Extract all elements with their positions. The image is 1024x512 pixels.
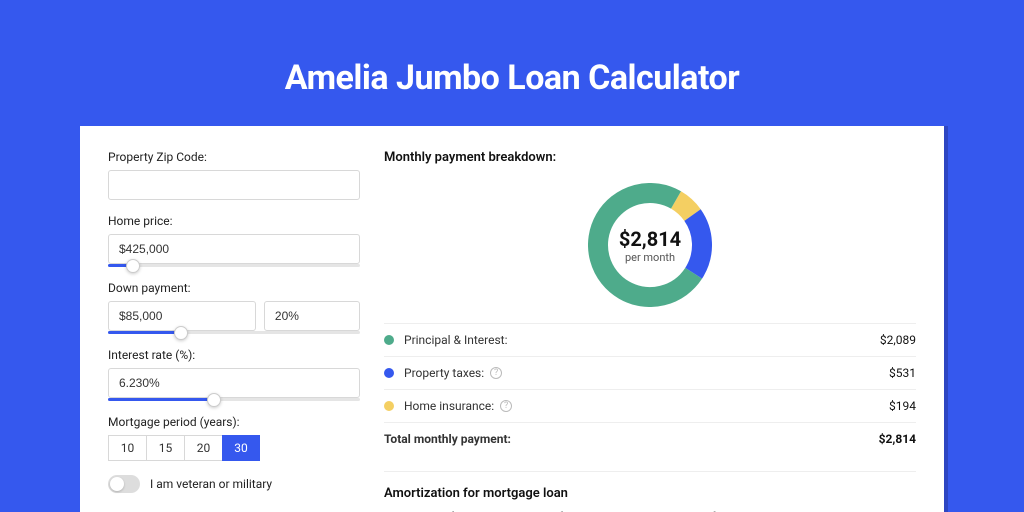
mortgage-period-option-10[interactable]: 10 <box>108 435 146 461</box>
mortgage-period-field: Mortgage period (years): 10152030 <box>108 415 360 461</box>
breakdown-label: Property taxes: <box>404 366 484 380</box>
donut-container: $2,814per month <box>384 175 916 323</box>
donut-sub: per month <box>625 251 675 264</box>
breakdown-value: $2,089 <box>880 333 916 347</box>
breakdown-column: Monthly payment breakdown: $2,814per mon… <box>384 150 916 502</box>
interest-rate-field: Interest rate (%): <box>108 348 360 401</box>
home-price-input[interactable] <box>108 234 360 264</box>
zip-label: Property Zip Code: <box>108 150 360 164</box>
mortgage-period-option-20[interactable]: 20 <box>184 435 222 461</box>
breakdown-row-principal_interest: Principal & Interest: $2,089 <box>384 323 916 356</box>
slider-thumb[interactable] <box>174 326 188 340</box>
legend-dot <box>384 401 394 411</box>
down-payment-label: Down payment: <box>108 281 360 295</box>
mortgage-period-option-15[interactable]: 15 <box>146 435 184 461</box>
veteran-label: I am veteran or military <box>150 477 272 491</box>
legend-dot <box>384 335 394 345</box>
mortgage-period-option-30[interactable]: 30 <box>222 435 260 461</box>
slider-thumb[interactable] <box>126 259 140 273</box>
amortization-title: Amortization for mortgage loan <box>384 486 916 501</box>
home-price-slider[interactable] <box>108 264 360 267</box>
zip-input[interactable] <box>108 170 360 200</box>
slider-thumb[interactable] <box>207 393 221 407</box>
total-value: $2,814 <box>879 432 916 446</box>
donut-amount: $2,814 <box>619 227 681 251</box>
breakdown-value: $194 <box>889 399 916 413</box>
page-title: Amelia Jumbo Loan Calculator <box>0 0 1024 126</box>
zip-field: Property Zip Code: <box>108 150 360 200</box>
breakdown-row-property_taxes: Property taxes:? $531 <box>384 356 916 389</box>
donut-center: $2,814per month <box>588 183 712 307</box>
info-icon[interactable]: ? <box>500 400 512 412</box>
breakdown-value: $531 <box>889 366 916 380</box>
donut-chart: $2,814per month <box>588 183 712 307</box>
legend-dot <box>384 368 394 378</box>
amortization-section: Amortization for mortgage loan Amortizat… <box>384 471 916 512</box>
home-price-field: Home price: <box>108 214 360 267</box>
down-payment-pct-input[interactable] <box>264 301 360 331</box>
breakdown-rows: Principal & Interest: $2,089 Property taxe… <box>384 323 916 422</box>
total-row: Total monthly payment: $2,814 <box>384 422 916 455</box>
breakdown-row-home_insurance: Home insurance:? $194 <box>384 389 916 422</box>
slider-fill <box>108 398 214 401</box>
interest-rate-slider[interactable] <box>108 398 360 401</box>
slider-fill <box>108 331 181 334</box>
page-root: Amelia Jumbo Loan Calculator Property Zi… <box>0 0 1024 512</box>
total-label: Total monthly payment: <box>384 432 511 446</box>
mortgage-period-label: Mortgage period (years): <box>108 415 360 429</box>
veteran-toggle[interactable] <box>108 475 140 493</box>
breakdown-label: Principal & Interest: <box>404 333 508 347</box>
interest-rate-input[interactable] <box>108 368 360 398</box>
calculator-panel: Property Zip Code: Home price: Down paym… <box>80 126 944 512</box>
interest-rate-label: Interest rate (%): <box>108 348 360 362</box>
down-payment-field: Down payment: <box>108 281 360 334</box>
breakdown-label: Home insurance: <box>404 399 494 413</box>
veteran-row: I am veteran or military <box>108 475 360 493</box>
mortgage-period-segment: 10152030 <box>108 435 360 461</box>
home-price-label: Home price: <box>108 214 360 228</box>
form-column: Property Zip Code: Home price: Down paym… <box>108 150 360 502</box>
breakdown-title: Monthly payment breakdown: <box>384 150 916 165</box>
info-icon[interactable]: ? <box>490 367 502 379</box>
down-payment-slider[interactable] <box>108 331 360 334</box>
